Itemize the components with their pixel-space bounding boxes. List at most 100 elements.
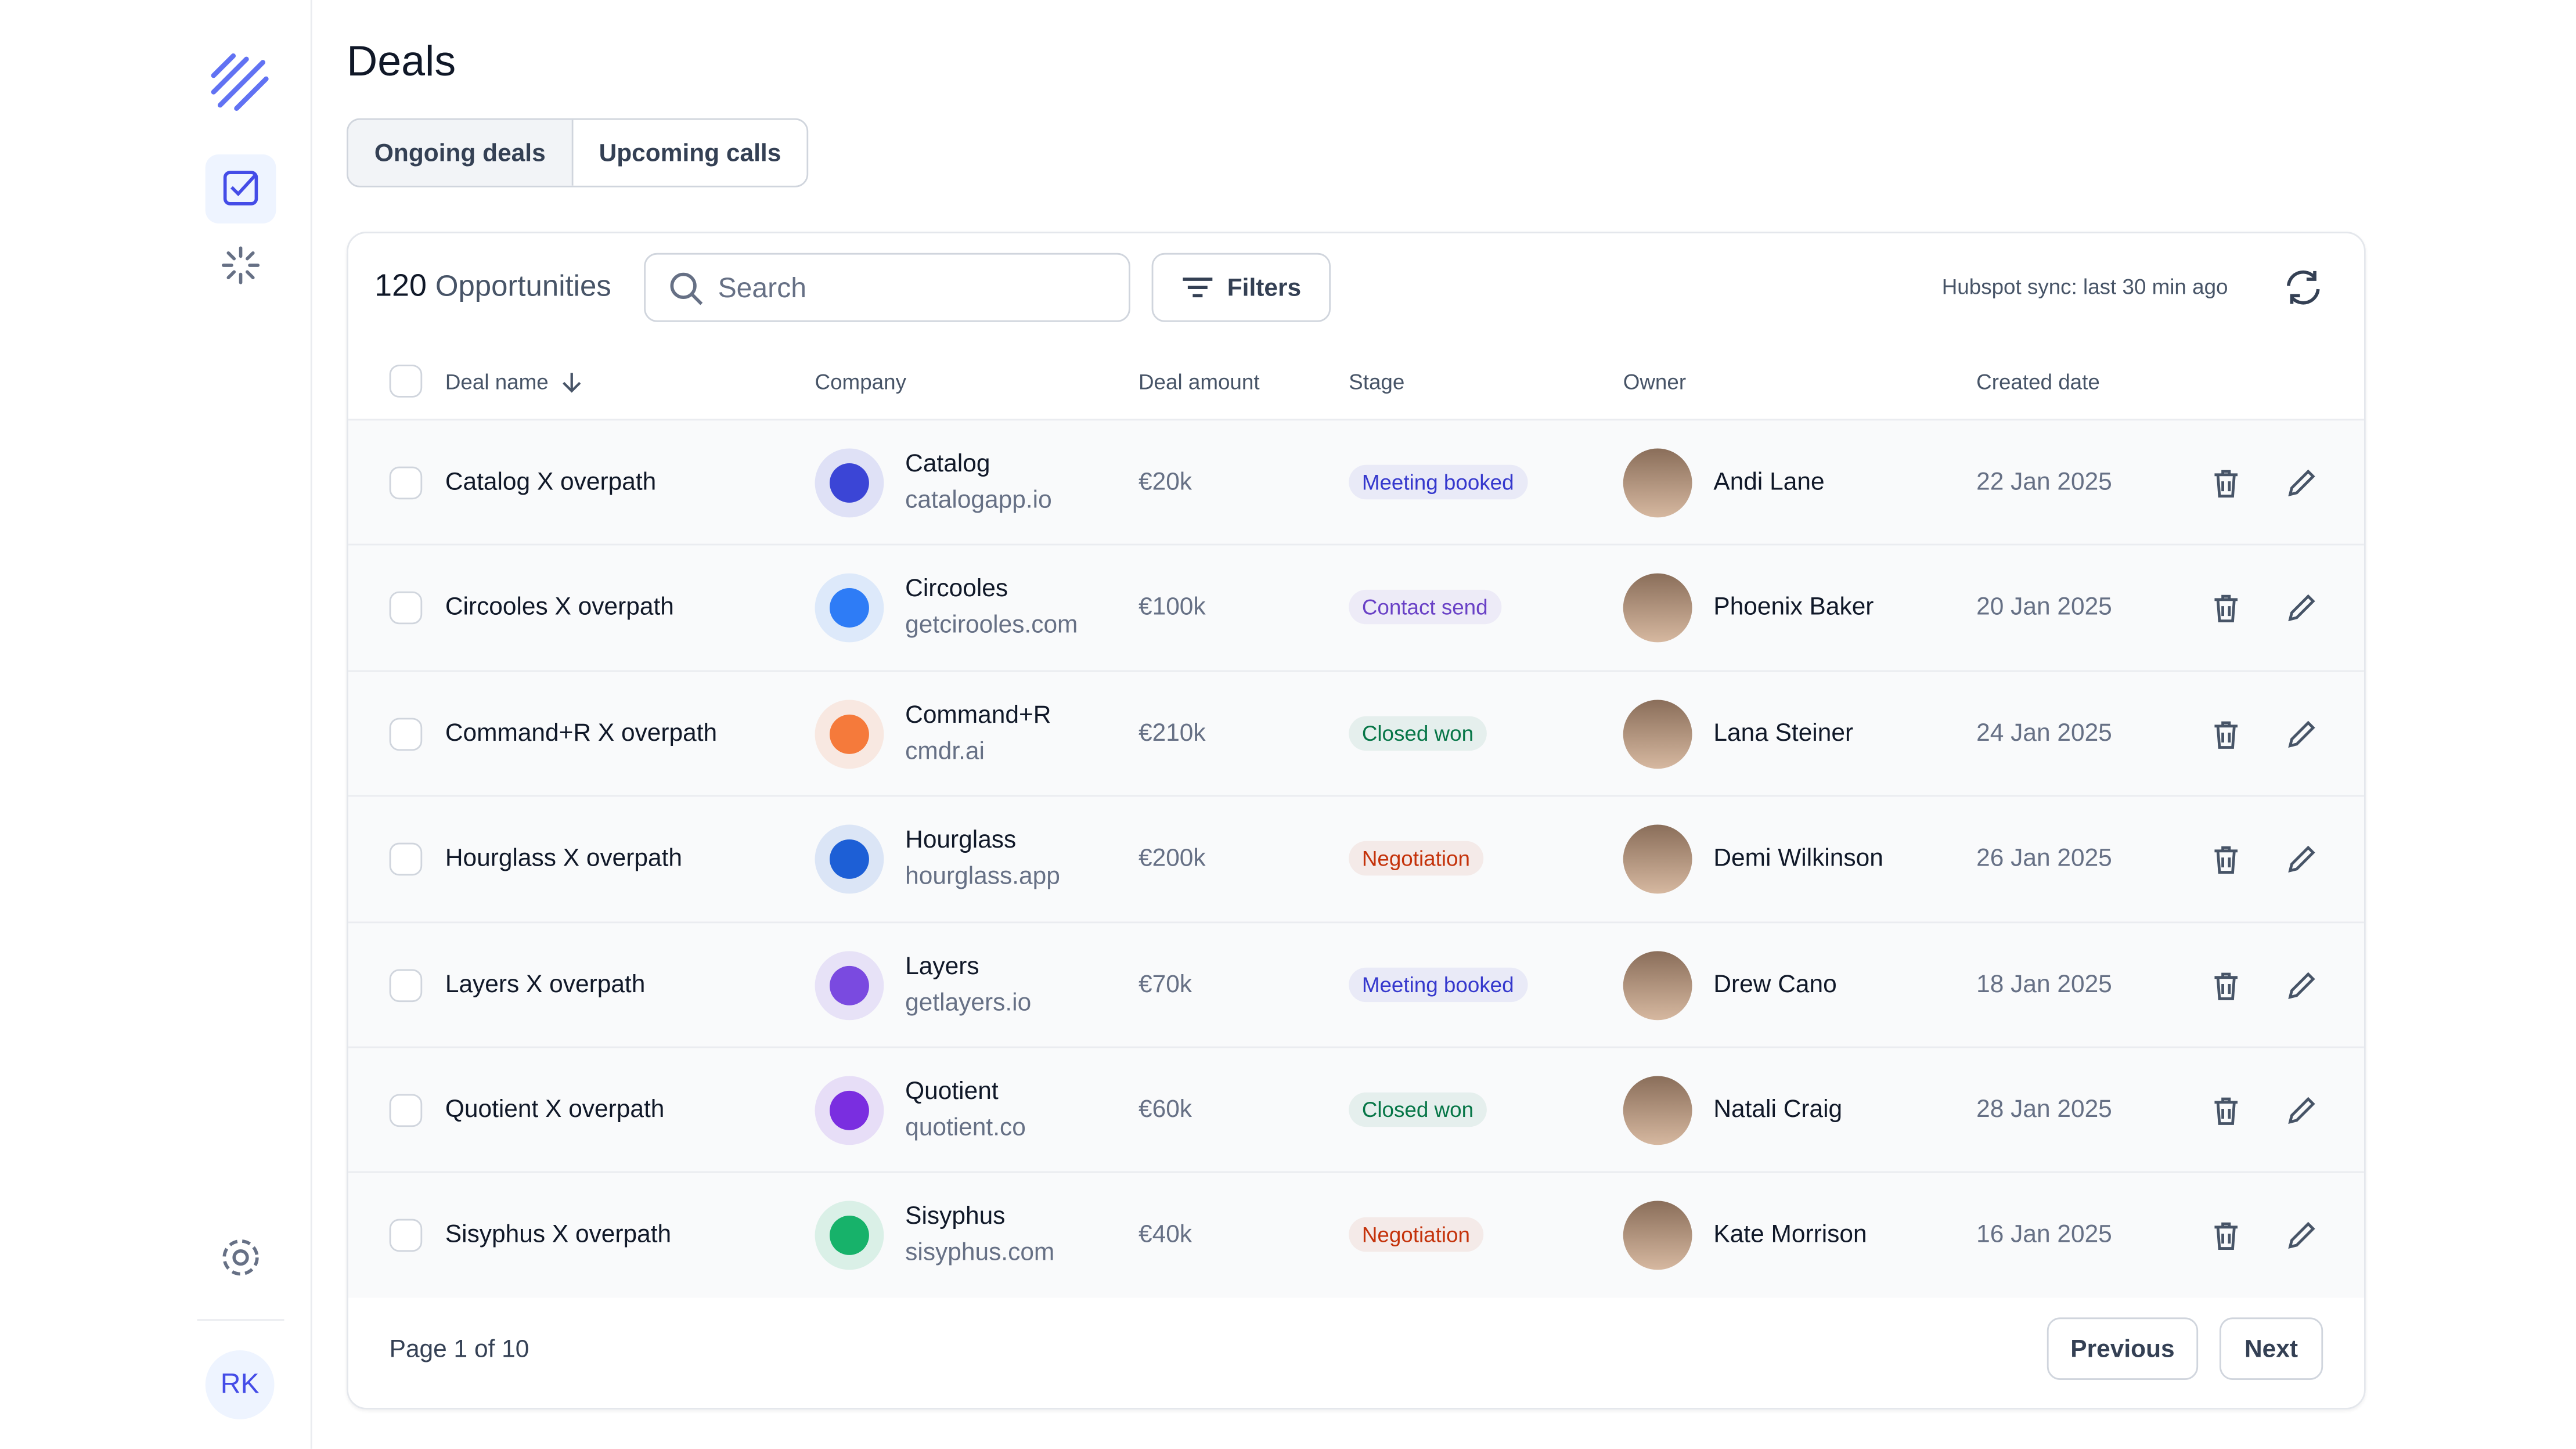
company-name: Command+R: [905, 701, 1051, 729]
deal-amount: €20k: [1138, 468, 1192, 496]
edit-button[interactable]: [2285, 718, 2318, 751]
deal-amount: €40k: [1138, 1221, 1192, 1249]
company-domain: getlayers.io: [905, 988, 1032, 1017]
deal-name: Layers X overpath: [445, 970, 646, 999]
company-name: Catalog: [905, 450, 990, 478]
filters-label: Filters: [1227, 273, 1302, 302]
row-checkbox[interactable]: [389, 843, 423, 876]
edit-button[interactable]: [2285, 467, 2318, 500]
edit-button[interactable]: [2285, 1094, 2318, 1127]
logo-mark: [829, 839, 869, 880]
row-checkbox[interactable]: [389, 718, 423, 751]
stage-badge: Contact send: [1349, 590, 1501, 625]
owner-avatar: [1623, 950, 1692, 1020]
owner-avatar: [1623, 448, 1692, 518]
edit-button[interactable]: [2285, 968, 2318, 1001]
company-domain: quotient.co: [905, 1113, 1026, 1142]
logo-mark: [829, 714, 869, 754]
owner-avatar: [1623, 825, 1692, 894]
created-date: 24 Jan 2025: [1976, 719, 2112, 747]
company-logo: [815, 825, 884, 894]
table-row: Sisyphus X overpath Sisyphus sisyphus.com €…: [348, 1172, 2364, 1299]
deal-amount: €210k: [1138, 719, 1206, 747]
column-header: Owner: [1623, 369, 1687, 395]
delete-button[interactable]: [2210, 718, 2243, 751]
nav-loading[interactable]: [220, 245, 261, 286]
logo-mark: [829, 1216, 869, 1256]
nav-deals[interactable]: [205, 154, 276, 224]
company-name: Circooles: [905, 575, 1008, 604]
company-domain: catalogapp.io: [905, 486, 1052, 514]
row-checkbox[interactable]: [389, 1094, 423, 1127]
column-header: Deal amount: [1138, 369, 1260, 395]
edit-button[interactable]: [2285, 1220, 2318, 1253]
table-row: Command+R X overpath Command+R cmdr.ai €210…: [348, 669, 2364, 796]
delete-button[interactable]: [2210, 843, 2243, 876]
previous-button[interactable]: Previous: [2047, 1317, 2199, 1380]
owner-name: Demi Wilkinson: [1713, 844, 1883, 873]
company-name: Layers: [905, 952, 979, 981]
created-date: 20 Jan 2025: [1976, 593, 2112, 622]
created-date: 16 Jan 2025: [1976, 1221, 2112, 1249]
select-all[interactable]: [389, 365, 423, 398]
sidebar: RK: [0, 0, 312, 1449]
company-logo: [815, 448, 884, 518]
row-checkbox[interactable]: [389, 968, 423, 1001]
filters-button[interactable]: Filters: [1151, 253, 1331, 322]
table-row: Hourglass X overpath Hourglass hourglass.a…: [348, 795, 2364, 922]
next-button[interactable]: Next: [2219, 1317, 2323, 1380]
table-row: Circooles X overpath Circooles getcirooles…: [348, 544, 2364, 671]
column-header: Created date: [1976, 369, 2100, 395]
refresh-button[interactable]: [2283, 268, 2323, 307]
delete-button[interactable]: [2210, 1094, 2243, 1127]
deal-name: Command+R X overpath: [445, 719, 718, 747]
stage-badge: Closed won: [1349, 716, 1487, 751]
delete-button[interactable]: [2210, 1220, 2243, 1253]
stage-badge: Closed won: [1349, 1092, 1487, 1127]
nav-settings[interactable]: [218, 1235, 262, 1279]
delete-button[interactable]: [2210, 968, 2243, 1001]
tab[interactable]: Upcoming calls: [573, 120, 807, 186]
table-row: Catalog X overpath Catalog catalogapp.io €2…: [348, 419, 2364, 546]
page-info: Page 1 of 10: [389, 1335, 529, 1364]
table-row: Layers X overpath Layers getlayers.io €70k M…: [348, 921, 2364, 1048]
owner-avatar: [1623, 574, 1692, 643]
deal-name: Hourglass X overpath: [445, 844, 683, 873]
count: 120 Opportunities: [374, 269, 611, 305]
owner-name: Natali Craig: [1713, 1095, 1843, 1124]
created-date: 18 Jan 2025: [1976, 970, 2112, 999]
column-header: Company: [815, 369, 906, 395]
edit-button[interactable]: [2285, 843, 2318, 876]
company-domain: hourglass.app: [905, 863, 1060, 891]
count-number: 120: [374, 269, 427, 304]
delete-button[interactable]: [2210, 467, 2243, 500]
sort-icon[interactable]: [560, 372, 583, 395]
user-avatar[interactable]: RK: [205, 1350, 275, 1419]
row-checkbox[interactable]: [389, 466, 423, 500]
deal-name: Quotient X overpath: [445, 1095, 665, 1124]
company-domain: getcirooles.com: [905, 611, 1078, 640]
owner-name: Lana Steiner: [1713, 719, 1854, 747]
row-checkbox[interactable]: [389, 1219, 423, 1253]
search-input[interactable]: Search: [644, 253, 1130, 322]
deal-amount: €60k: [1138, 1095, 1192, 1124]
deal-amount: €100k: [1138, 593, 1206, 622]
row-checkbox[interactable]: [389, 592, 423, 625]
company-logo: [815, 699, 884, 769]
owner-avatar: [1623, 1201, 1692, 1271]
stage-badge: Negotiation: [1349, 841, 1483, 876]
created-date: 28 Jan 2025: [1976, 1095, 2112, 1124]
divider: [197, 1319, 284, 1321]
column-header: Deal name: [445, 370, 581, 394]
delete-button[interactable]: [2210, 592, 2243, 625]
tab[interactable]: Ongoing deals: [348, 120, 574, 186]
logo-mark: [829, 589, 869, 629]
edit-button[interactable]: [2285, 592, 2318, 625]
owner-avatar: [1623, 1076, 1692, 1145]
stage-badge: Negotiation: [1349, 1217, 1483, 1253]
company-domain: sisyphus.com: [905, 1239, 1055, 1267]
table-head: Deal name Company Deal amount Stage Owner Cre…: [348, 345, 2364, 419]
table-footer: Page 1 of 10 Previous Next: [348, 1294, 2364, 1408]
